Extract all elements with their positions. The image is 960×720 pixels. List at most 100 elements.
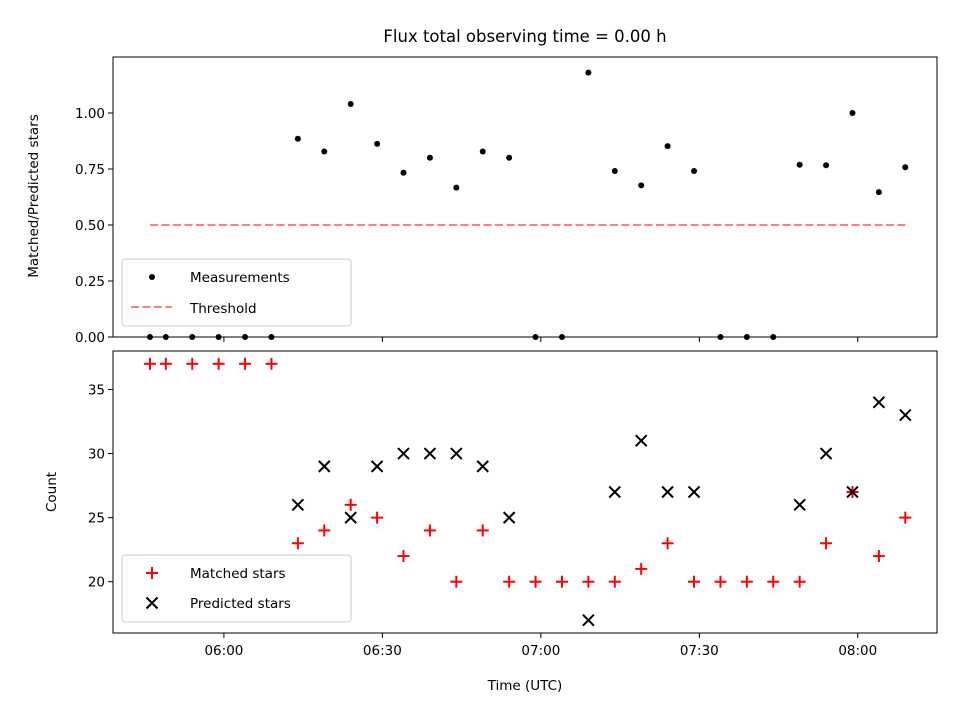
top-legend: Measurements Threshold — [121, 258, 352, 327]
bottom-legend: Matched stars Predicted stars — [121, 554, 352, 623]
predicted-star-point-b — [291, 498, 305, 512]
predicted-star-point-b — [397, 447, 410, 460]
predicted-star-point — [476, 460, 489, 473]
predicted-star-point-b — [899, 408, 912, 422]
measurement-point — [347, 101, 354, 108]
measurement-point — [902, 164, 909, 171]
predicted-star-point — [423, 447, 437, 460]
bottom-axes: 20 25 30 35 06:00 06:30 07:00 07:30 08:00 Matched… — [88, 350, 938, 659]
measurement-point — [321, 148, 328, 155]
bottom-y-axis-label: Count — [44, 472, 60, 512]
x-tick-label: 07:00 — [521, 643, 560, 659]
measurement-point — [875, 189, 882, 196]
predicted-star-point — [846, 485, 859, 499]
top-axes: 0.00 0.25 0.50 0.75 1.00 Measurements Threshol… — [75, 56, 938, 346]
matched-star-point — [872, 550, 885, 563]
legend-predicted-label: Predicted stars — [190, 596, 291, 612]
top-plot-frame — [112, 56, 938, 338]
top-y-tick-label: 0.75 — [75, 162, 105, 178]
predicted-star-point — [397, 447, 410, 460]
predicted-star-point-b — [819, 447, 833, 460]
matched-star-point — [371, 511, 384, 524]
predicted-star-point — [344, 511, 357, 524]
predicted-star-point-b — [344, 511, 357, 524]
measurement-point — [479, 148, 486, 155]
matched-star-point — [767, 575, 780, 588]
legend-matched-marker — [146, 567, 158, 579]
x-tick-label: 08:00 — [838, 643, 877, 659]
measurement-point — [506, 154, 513, 161]
bottom-y-tick-label: 20 — [88, 575, 105, 591]
matched-star-point — [318, 524, 331, 537]
bottom-y-tick-label: 30 — [88, 447, 105, 463]
predicted-star-point — [291, 498, 305, 512]
measurement-point — [294, 135, 301, 142]
matched-star-point — [740, 575, 753, 588]
x-tick-label: 07:30 — [680, 643, 719, 659]
predicted-star-point-b — [502, 511, 516, 524]
predicted-star-point — [370, 460, 384, 473]
top-y-tick-label: 0.00 — [75, 330, 105, 346]
matched-star-point — [503, 575, 516, 588]
predicted-star-point-b — [318, 460, 331, 473]
matched-star-point — [450, 575, 463, 588]
predicted-star-point-b — [687, 485, 701, 499]
top-y-tick-label: 0.50 — [75, 218, 105, 234]
predicted-star-point-b — [450, 447, 463, 460]
measurement-point — [400, 169, 407, 176]
matched-star-point — [582, 575, 595, 588]
top-y-tick-label: 0.25 — [75, 274, 105, 290]
predicted-star-point-b — [872, 396, 886, 409]
matched-star-point — [555, 575, 568, 588]
predicted-star-point — [687, 485, 701, 499]
predicted-star-point — [661, 485, 674, 499]
matched-star-point — [239, 357, 252, 370]
predicted-star-point — [608, 485, 622, 499]
predicted-star-point — [450, 447, 463, 460]
matched-star-point — [143, 357, 156, 370]
predicted-star-point-b — [423, 447, 437, 460]
predicted-star-point — [793, 498, 806, 512]
matched-star-point — [212, 357, 225, 370]
x-axis-label: Time (UTC) — [487, 678, 563, 694]
predicted-star-point-b — [661, 485, 674, 499]
matched-star-point — [291, 537, 304, 550]
matched-star-point — [899, 511, 912, 524]
matched-star-point — [661, 537, 674, 550]
bottom-legend-box — [121, 554, 352, 623]
measurement-point — [426, 154, 433, 161]
matched-star-point — [608, 575, 621, 588]
matched-star-point — [423, 524, 436, 537]
predicted-star-point — [899, 408, 912, 422]
bottom-plot-frame — [112, 350, 938, 634]
measurement-point — [638, 182, 645, 189]
matched-star-point — [265, 357, 278, 370]
matched-star-point — [344, 498, 357, 511]
measurement-point — [585, 69, 592, 76]
chart-title: Flux total observing time = 0.00 h — [383, 27, 666, 46]
predicted-star-point-b — [370, 460, 384, 473]
predicted-star-point-b — [846, 485, 859, 499]
predicted-star-point — [819, 447, 833, 460]
measurement-point — [849, 110, 856, 116]
measurement-point — [453, 184, 460, 191]
matched-star-point — [159, 357, 172, 370]
matched-star-point — [635, 562, 648, 575]
predicted-star-point-b — [634, 434, 648, 447]
legend-predicted-marker — [145, 596, 159, 610]
predicted-star-point-b — [476, 460, 489, 473]
predicted-star-point-b — [793, 498, 806, 512]
bottom-y-tick-label: 35 — [88, 382, 105, 398]
legend-threshold-label: Threshold — [189, 301, 257, 317]
predicted-star-point — [318, 460, 331, 473]
legend-measurements-label: Measurements — [190, 270, 290, 286]
matched-star-point — [714, 575, 727, 588]
measurement-point — [823, 162, 830, 169]
matched-star-point — [476, 524, 489, 537]
x-tick-label: 06:30 — [363, 643, 402, 659]
predicted-star-point — [634, 434, 648, 447]
legend-measurements-marker — [149, 274, 155, 280]
predicted-star-point — [872, 396, 886, 409]
matched-star-point — [793, 575, 806, 588]
